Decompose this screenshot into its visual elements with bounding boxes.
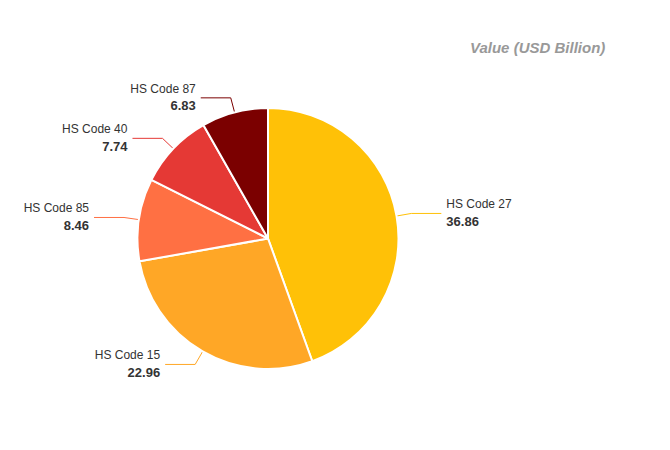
svg-text:22.96: 22.96 bbox=[128, 365, 161, 380]
svg-text:HS Code 87: HS Code 87 bbox=[130, 82, 196, 96]
svg-text:6.83: 6.83 bbox=[170, 98, 195, 113]
svg-text:HS Code 85: HS Code 85 bbox=[24, 201, 90, 215]
svg-text:36.86: 36.86 bbox=[446, 214, 479, 229]
svg-text:7.74: 7.74 bbox=[102, 139, 128, 154]
svg-text:8.46: 8.46 bbox=[64, 218, 89, 233]
svg-text:HS Code 27: HS Code 27 bbox=[446, 197, 512, 211]
svg-text:HS Code 40: HS Code 40 bbox=[62, 122, 128, 136]
svg-text:HS Code 15: HS Code 15 bbox=[95, 348, 161, 362]
svg-text:Value (USD Billion): Value (USD Billion) bbox=[470, 39, 605, 56]
